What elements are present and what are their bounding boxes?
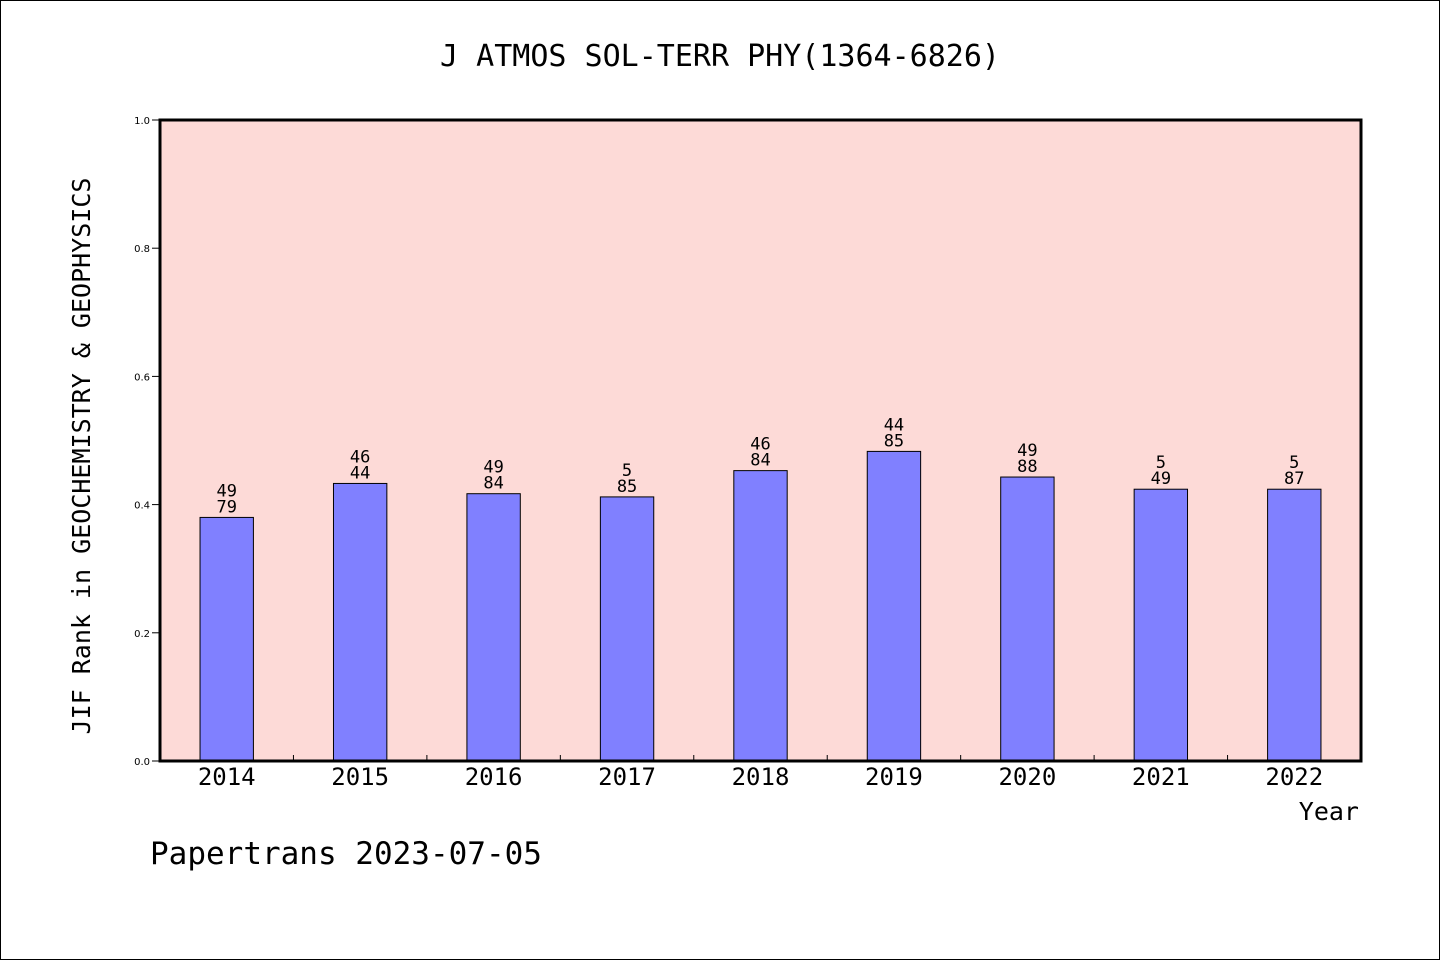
- bar-2015: [332, 482, 388, 762]
- bar-label-bottom: 85: [884, 431, 904, 451]
- y-tick-label: 0.0: [134, 757, 150, 768]
- y-tick-label: 1.0: [134, 116, 150, 127]
- bar-2016: [466, 493, 521, 762]
- bar-2014: [199, 516, 254, 762]
- x-axis-label: Year: [1299, 797, 1359, 826]
- bar-label-bottom: 88: [1017, 457, 1037, 477]
- bar-2019: [866, 450, 922, 762]
- x-tick-label: 2015: [331, 763, 389, 791]
- x-tick-label: 2022: [1265, 763, 1323, 791]
- footer-watermark: Papertrans 2023-07-05: [150, 836, 542, 872]
- bar-label-top: 46: [750, 435, 770, 455]
- chart-title: J ATMOS SOL-TERR PHY(1364-6826): [440, 39, 1000, 74]
- bar-label-bottom: 44: [350, 463, 370, 483]
- bar-2017: [599, 496, 655, 762]
- bar-2018: [733, 470, 788, 762]
- bar-2021: [1133, 488, 1189, 762]
- x-tick-label: 2021: [1132, 763, 1190, 791]
- bars-group: [199, 450, 1322, 762]
- bar-label-top: 5: [1156, 453, 1166, 473]
- bar-label-top: 49: [483, 458, 503, 478]
- bar-label-bottom: 87: [1284, 469, 1304, 489]
- bar-label-bottom: 84: [483, 474, 503, 494]
- y-tick-label: 0.2: [134, 629, 150, 640]
- y-tick-label: 0.6: [134, 372, 150, 383]
- bar-label-bottom: 85: [617, 477, 637, 497]
- x-tick-label: 2014: [198, 763, 256, 791]
- bar-2022: [1267, 488, 1322, 762]
- x-tick-label: 2016: [465, 763, 523, 791]
- x-axis: 2014 2015 2016 2017 2018 2019 2020 2021 2022: [198, 755, 1323, 791]
- bar-label-top: 5: [1289, 453, 1299, 473]
- x-tick-label: 2020: [998, 763, 1056, 791]
- x-tick-label: 2019: [865, 763, 923, 791]
- bar-label-top: 44: [884, 415, 904, 435]
- bar-label-bottom: 79: [216, 497, 236, 517]
- bar-2020: [1000, 476, 1055, 762]
- bar-label-top: 49: [216, 481, 236, 501]
- y-tick-label: 0.8: [134, 244, 150, 255]
- plot-border: [158, 118, 1363, 763]
- bar-label-top: 5: [622, 461, 632, 481]
- bar-label-bottom: 84: [750, 451, 770, 471]
- bar-label-top: 49: [1017, 441, 1037, 461]
- y-tick-label: 0.4: [134, 501, 150, 512]
- x-tick-label: 2017: [598, 763, 656, 791]
- x-tick-label: 2018: [732, 763, 790, 791]
- y-axis-label: JIF Rank in GEOCHEMISTRY & GEOPHYSICS: [67, 178, 96, 735]
- y-axis: 0.0 0.2 0.4 0.6 0.8 1.0: [134, 116, 160, 768]
- bar-label-top: 46: [350, 447, 370, 467]
- bar-label-bottom: 49: [1151, 469, 1171, 489]
